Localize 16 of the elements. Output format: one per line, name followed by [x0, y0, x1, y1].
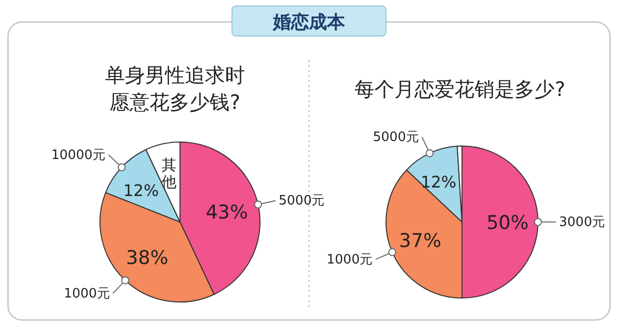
- data-label: 37%: [399, 230, 442, 252]
- slice-label: 其他: [162, 156, 177, 192]
- data-label: 12%: [123, 181, 159, 200]
- slice-label: 5000元: [278, 194, 325, 209]
- data-label: 38%: [126, 246, 168, 269]
- data-label: 50%: [486, 212, 529, 234]
- slice-label: 1000元: [64, 286, 110, 302]
- slice-label: 3000元: [559, 215, 606, 230]
- slice-label: 5000元: [372, 130, 419, 145]
- chart-subtitle: 每个月恋爱花销是多少?: [354, 77, 566, 101]
- data-label: 12%: [420, 172, 456, 192]
- chart-title: 婚恋成本: [272, 12, 346, 33]
- slice-label: 10000元: [51, 148, 106, 163]
- slice-label: 1000元: [326, 252, 373, 268]
- chart-subtitle: 单身男性追求时愿意花多少钱?: [105, 63, 245, 114]
- data-label: 43%: [206, 202, 248, 224]
